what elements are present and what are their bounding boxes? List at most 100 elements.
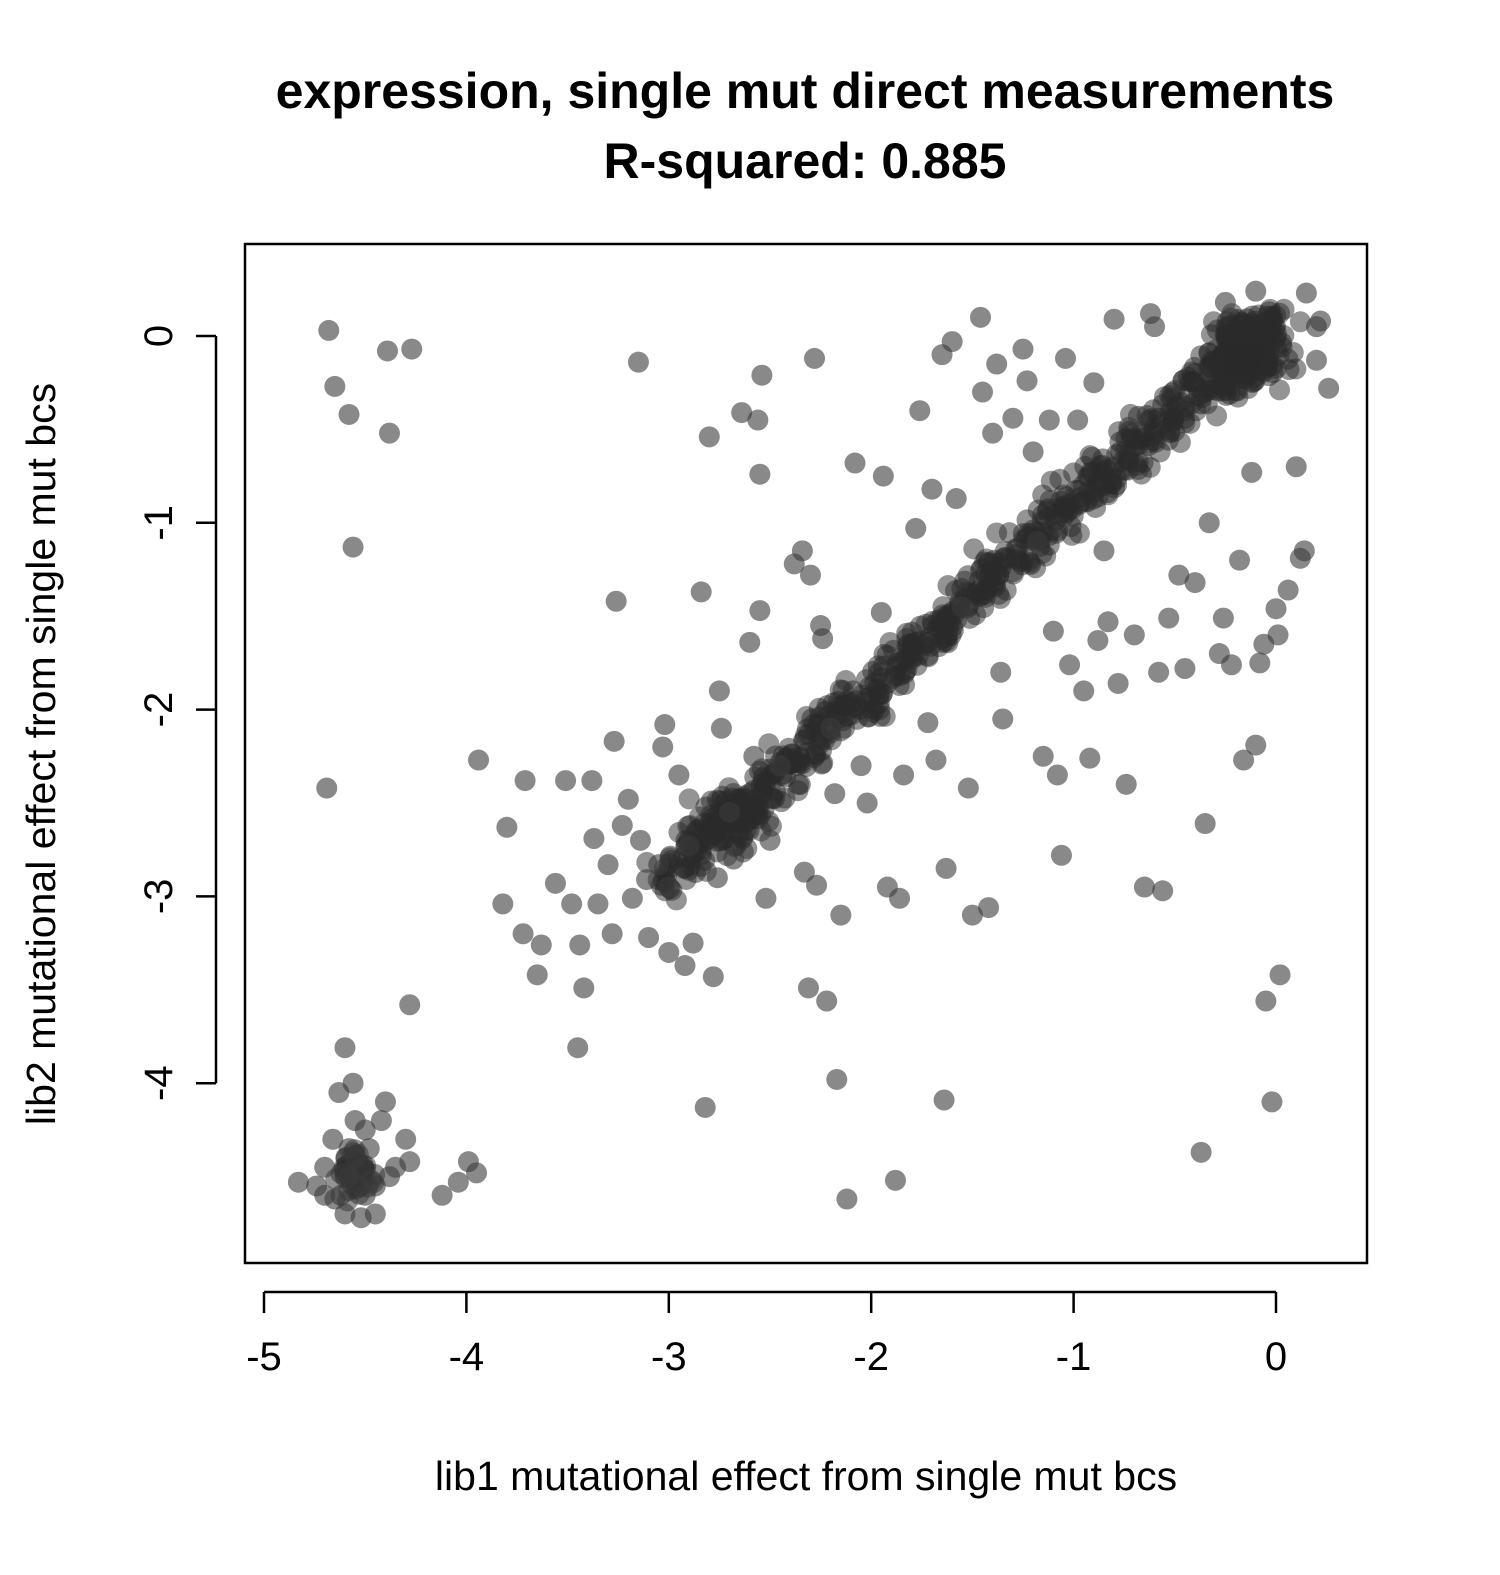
data-point xyxy=(698,426,720,448)
data-point xyxy=(621,887,643,909)
data-point xyxy=(893,764,915,786)
data-point xyxy=(348,1175,370,1197)
data-point xyxy=(492,893,514,915)
x-axis: -5 -4 -3 -2 -1 0 xyxy=(246,1290,1287,1379)
data-point xyxy=(468,749,490,771)
data-point xyxy=(496,816,518,838)
data-point xyxy=(992,708,1014,730)
data-point xyxy=(905,517,927,539)
data-point xyxy=(1139,456,1161,478)
x-tick-label: -1 xyxy=(1056,1335,1092,1379)
data-point xyxy=(567,1037,589,1059)
data-point xyxy=(370,1110,392,1132)
data-point xyxy=(1218,347,1240,369)
data-point xyxy=(728,823,750,845)
data-point xyxy=(978,897,1000,919)
data-point xyxy=(889,887,911,909)
data-point xyxy=(1282,341,1304,363)
data-point xyxy=(759,829,781,851)
data-point xyxy=(922,614,944,636)
data-point xyxy=(603,730,625,752)
data-point xyxy=(1164,380,1186,402)
data-point xyxy=(969,306,991,328)
data-point xyxy=(1245,280,1267,302)
data-point xyxy=(354,1119,376,1141)
data-point xyxy=(1194,813,1216,835)
data-point xyxy=(605,590,627,612)
plot-area-border xyxy=(243,242,1369,1265)
y-tick-label: -4 xyxy=(137,1065,181,1101)
data-point xyxy=(1265,598,1287,620)
data-point xyxy=(1026,530,1048,552)
data-point xyxy=(867,662,889,684)
data-point xyxy=(1093,540,1115,562)
data-point xyxy=(1123,624,1145,646)
data-point xyxy=(909,400,931,422)
data-point xyxy=(573,977,595,999)
data-point xyxy=(629,829,651,851)
data-point xyxy=(791,540,813,562)
data-point xyxy=(723,848,745,870)
data-point xyxy=(652,736,674,758)
data-point xyxy=(1245,734,1267,756)
data-point xyxy=(1055,347,1077,369)
data-point xyxy=(466,1162,488,1184)
data-point xyxy=(942,616,964,638)
data-point xyxy=(401,338,423,360)
data-point xyxy=(1050,844,1072,866)
data-point xyxy=(617,788,639,810)
data-point xyxy=(314,1156,336,1178)
data-point xyxy=(933,1089,955,1111)
x-axis-label: lib1 mutational effect from single mut b… xyxy=(435,1453,1177,1499)
data-point xyxy=(844,452,866,474)
data-point xyxy=(749,600,771,622)
data-point xyxy=(982,422,1004,444)
y-axis: 0 -1 -2 -3 -4 xyxy=(137,325,218,1101)
x-tick-label: -2 xyxy=(853,1335,889,1379)
data-point xyxy=(364,1203,386,1225)
data-point xyxy=(990,661,1012,683)
x-tick-label: -4 xyxy=(449,1335,485,1379)
data-point xyxy=(995,579,1017,601)
data-points xyxy=(287,280,1340,1229)
data-point xyxy=(826,1068,848,1090)
data-point xyxy=(627,351,649,373)
data-point xyxy=(1169,431,1191,453)
data-point xyxy=(850,755,872,777)
data-point xyxy=(708,680,730,702)
data-point xyxy=(1174,658,1196,680)
data-point xyxy=(1002,407,1024,429)
data-point xyxy=(587,893,609,915)
data-point xyxy=(951,596,973,618)
data-point xyxy=(334,1203,356,1225)
data-point xyxy=(1144,316,1166,338)
data-point xyxy=(806,874,828,896)
data-point xyxy=(287,1171,309,1193)
y-tick-label: 0 xyxy=(137,325,181,347)
data-point xyxy=(648,854,670,876)
data-point xyxy=(678,835,700,857)
data-point xyxy=(1133,876,1155,898)
data-point xyxy=(1233,749,1255,771)
data-point xyxy=(1216,322,1238,344)
data-point xyxy=(1038,409,1060,431)
data-point xyxy=(884,1169,906,1191)
data-point xyxy=(682,932,704,954)
data-point xyxy=(830,904,852,926)
data-point xyxy=(856,792,878,814)
data-point xyxy=(702,966,724,988)
data-point xyxy=(1265,327,1287,349)
data-point xyxy=(583,827,605,849)
data-point xyxy=(561,893,583,915)
data-point xyxy=(322,1128,344,1150)
data-point xyxy=(921,478,943,500)
data-point xyxy=(1285,358,1307,380)
y-axis-label: lib2 mutational effect from single mut b… xyxy=(18,383,64,1125)
data-point xyxy=(706,867,728,889)
data-point xyxy=(1318,377,1340,399)
data-point xyxy=(358,1138,380,1160)
data-point xyxy=(788,773,810,795)
data-point xyxy=(1073,680,1095,702)
data-point xyxy=(743,745,765,767)
data-point xyxy=(1103,308,1125,330)
